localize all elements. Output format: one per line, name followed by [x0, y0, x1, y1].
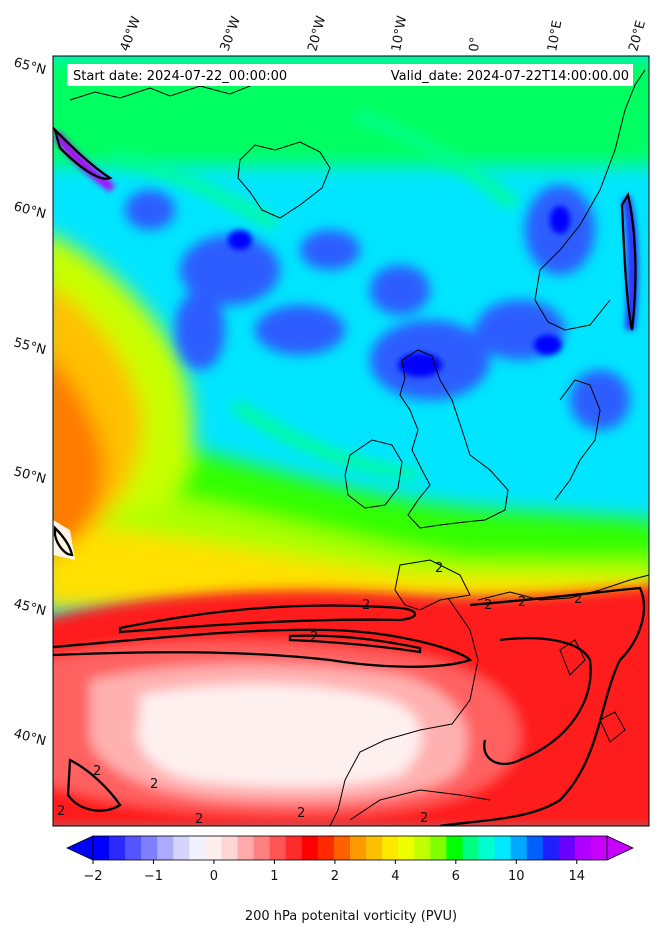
contour-label: 2: [195, 812, 203, 827]
contour-label: 2: [310, 630, 318, 645]
colorbar: [66, 835, 634, 861]
colorbar-tick-label: −1: [144, 869, 163, 884]
contour-label: 2: [518, 595, 526, 610]
valid-date-label: Valid_date: 2024-07-22T14:00:00.00: [391, 69, 629, 84]
contour-label: 2: [57, 804, 65, 819]
latitude-labels: 65°N 60°N 55°N 50°N 45°N 40°N: [12, 55, 48, 749]
colorbar-frame: [92, 835, 608, 861]
contour-label: 2: [297, 806, 305, 821]
contour-label: 2: [435, 561, 443, 576]
colorbar-extend-min: [66, 835, 94, 861]
colorbar-tick-label: 2: [331, 869, 339, 884]
colorbar-segment: [382, 836, 399, 860]
colorbar-segment: [317, 836, 335, 860]
colorbar-segment: [414, 836, 431, 860]
colorbar-ticks: −2 −1 0 1 2 4 6 10 14: [83, 860, 585, 884]
colorbar-label: 200 hPa potenital vorticity (PVU): [245, 909, 457, 924]
lon-label: 30°W: [218, 14, 244, 53]
colorbar-segment: [221, 836, 239, 860]
pv-2-contours: [53, 126, 646, 826]
colorbar-segment: [237, 836, 255, 860]
contour-label: 2: [93, 764, 101, 779]
start-date-label: Start date: 2024-07-22_00:00:00: [73, 69, 287, 84]
lon-label: 0°: [467, 36, 483, 52]
colorbar-segment: [526, 836, 544, 860]
lat-label: 45°N: [12, 596, 48, 619]
pv-field: 2 2 2 2 2 2 2 2 2 2 2 2: [53, 56, 649, 827]
contour-label: 2: [484, 598, 492, 613]
colorbar-segment: [446, 836, 463, 860]
lat-label: 60°N: [12, 199, 48, 222]
colorbar-segment: [542, 836, 560, 860]
lat-label: 40°N: [12, 726, 48, 749]
lon-label: 40°W: [118, 14, 144, 53]
colorbar-segment: [189, 836, 206, 860]
colorbar-segment: [269, 836, 287, 860]
contour-label: 2: [420, 811, 428, 826]
colorbar-segment: [574, 836, 592, 860]
lat-label: 50°N: [12, 464, 48, 487]
colorbar-segment: [333, 836, 351, 860]
colorbar-segment: [173, 836, 190, 860]
colorbar-tick-label: 0: [210, 869, 218, 884]
colorbar-tick-label: −2: [83, 869, 102, 884]
lat-label: 65°N: [12, 55, 48, 78]
colorbar-segment: [253, 836, 271, 860]
colorbar-segment: [125, 836, 142, 860]
contour-label: 2: [150, 777, 158, 792]
colorbar-segment: [510, 836, 528, 860]
lon-label: 10°W: [389, 15, 410, 53]
colorbar-segment: [301, 836, 319, 860]
longitude-labels: 40°W 30°W 20°W 10°W 0° 10°E 20°E: [118, 14, 649, 53]
colorbar-extend-max: [606, 835, 634, 861]
colorbar-segment: [141, 836, 158, 860]
colorbar-tick-label: 10: [508, 869, 525, 884]
colorbar-segment: [430, 836, 447, 860]
colorbar-segment: [157, 836, 174, 860]
contour-label: 2: [362, 598, 370, 613]
colorbar-segment: [109, 836, 126, 860]
lon-label: 20°E: [626, 19, 649, 53]
colorbar-segment: [93, 836, 110, 860]
colorbar-tick-label: 6: [452, 869, 460, 884]
colorbar-segment: [590, 836, 608, 860]
contour-labels: 2 2 2 2 2 2 2 2 2 2 2 2: [57, 561, 582, 827]
colorbar-tick-label: 4: [391, 869, 399, 884]
lon-label: 10°E: [545, 19, 565, 52]
lat-label: 55°N: [12, 335, 48, 358]
colorbar-segment: [285, 836, 303, 860]
contour-label: 2: [574, 592, 582, 607]
colorbar-segment: [558, 836, 576, 860]
colorbar-segment: [494, 836, 512, 860]
colorbar-segment: [350, 836, 367, 860]
colorbar-segment: [478, 836, 496, 860]
colorbar-segment: [462, 836, 479, 860]
map-frame: [52, 55, 650, 827]
colorbar-segment: [366, 836, 383, 860]
colorbar-segment: [205, 836, 222, 860]
colorbar-tick-label: 1: [270, 869, 278, 884]
colorbar-segment: [398, 836, 415, 860]
header-band: [67, 64, 633, 86]
colorbar-tick-label: 14: [568, 869, 585, 884]
lon-label: 20°W: [305, 14, 329, 53]
